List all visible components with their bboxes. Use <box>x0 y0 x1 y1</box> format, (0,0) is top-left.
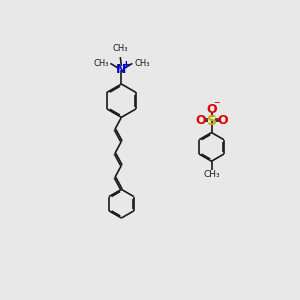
Text: CH₃: CH₃ <box>112 44 128 53</box>
Text: O: O <box>195 114 206 127</box>
Text: CH₃: CH₃ <box>93 59 109 68</box>
Text: ⁻: ⁻ <box>213 100 219 112</box>
Text: O: O <box>206 103 217 116</box>
Text: +: + <box>122 60 131 70</box>
Text: O: O <box>217 114 228 127</box>
Text: N: N <box>116 63 127 76</box>
Text: S: S <box>206 113 217 128</box>
Text: CH₃: CH₃ <box>134 59 149 68</box>
Text: CH₃: CH₃ <box>203 170 220 179</box>
